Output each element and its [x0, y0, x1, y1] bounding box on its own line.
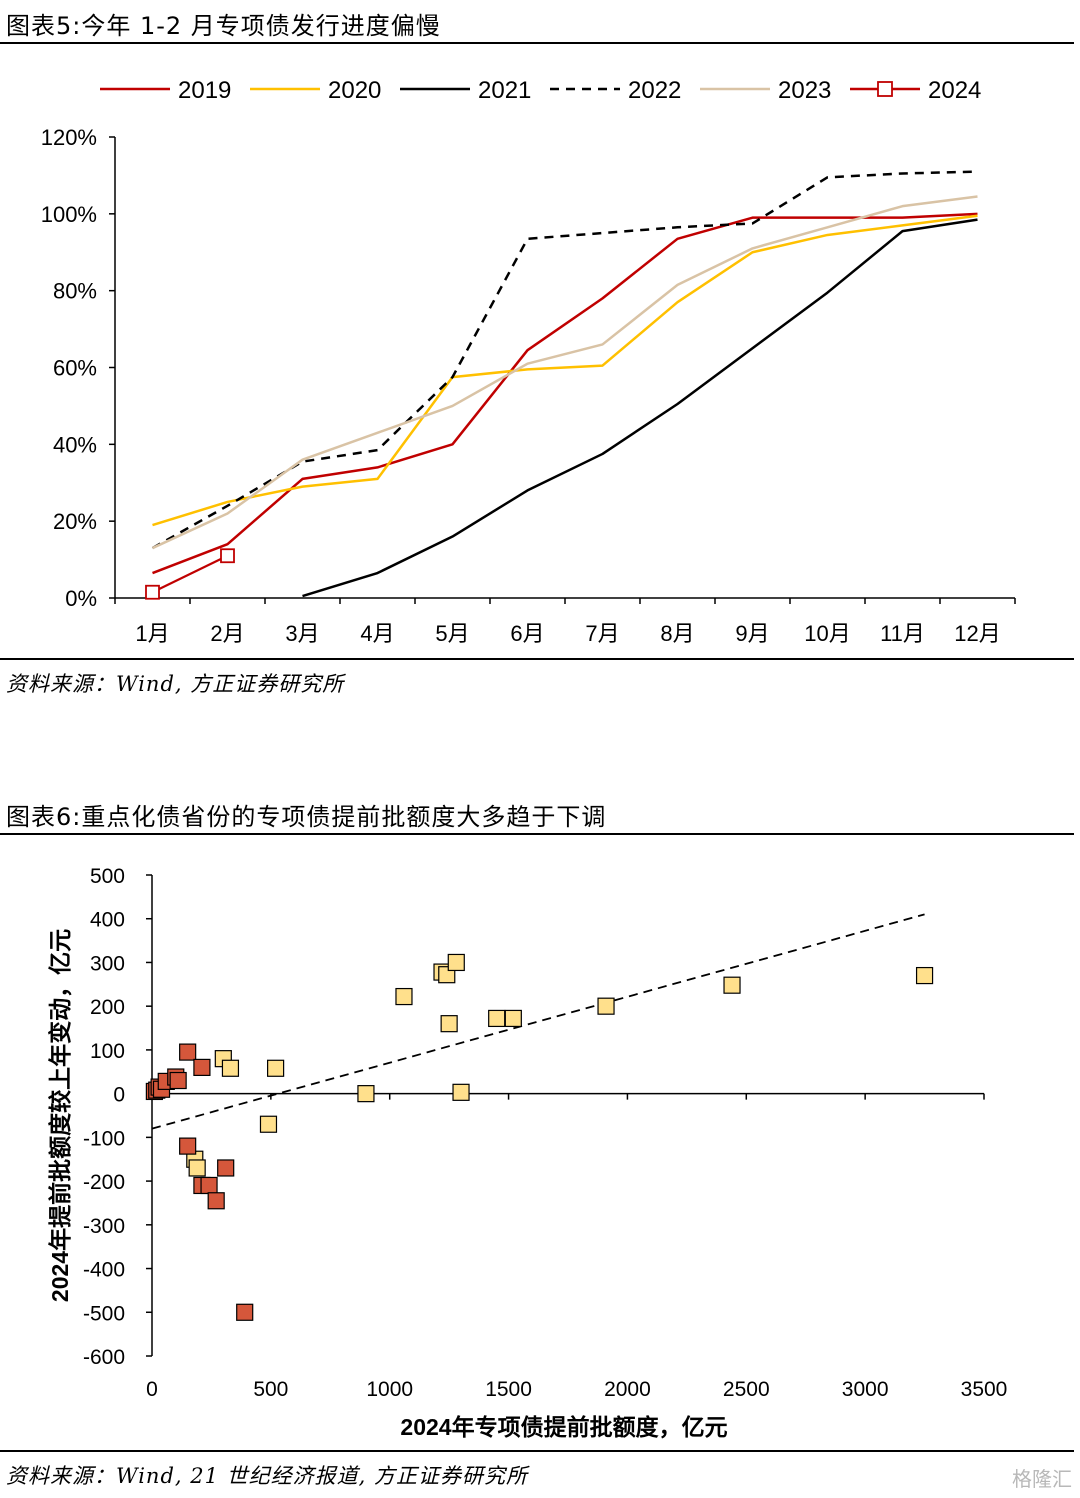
- line-chart: 0% 20% 40% 60% 80% 100% 120% 1月 2月 3月 4月 5月 6月 7月 8月 9月…: [41, 77, 1016, 646]
- y-tick-label: 0%: [65, 586, 97, 611]
- figure5-top-rule: [0, 42, 1074, 44]
- x-tick-label: 3月: [285, 621, 319, 646]
- scatter-point: [452, 1083, 470, 1101]
- series-2024-point: [220, 548, 235, 564]
- x-tick-label: 2000: [604, 1378, 651, 1401]
- scatter-point: [723, 976, 741, 994]
- series-2020-line: [152, 214, 978, 527]
- figure6-source: 资料来源：Wind, 21 世纪经济报道, 方正证券研究所: [6, 1464, 528, 1488]
- figure5-title: 图表5:今年 1-2 月专项债发行进度偏慢: [6, 12, 441, 40]
- y-tick-label: 120%: [41, 125, 97, 150]
- y-tick-label: 0: [113, 1084, 125, 1107]
- trend-line: [151, 913, 925, 1130]
- figure5-bottom-rule: [0, 658, 1074, 660]
- y-tick-label: 40%: [53, 432, 97, 457]
- x-tick-label: 11月: [880, 621, 925, 646]
- x-tick-label: 2月: [210, 621, 244, 646]
- scatter-point: [193, 1058, 211, 1076]
- legend-label: 2023: [778, 77, 831, 104]
- scatter-point: [395, 987, 413, 1006]
- figure6-bottom-rule: [0, 1450, 1074, 1452]
- figure5-source: 资料来源：Wind, 方正证券研究所: [6, 672, 345, 696]
- scatter-chart: 5004003002001000-100-200-300-400-500-600…: [47, 865, 1008, 1440]
- x-tick-label: 1月: [135, 621, 169, 646]
- legend-label: 2022: [628, 77, 681, 104]
- scatter-point: [221, 1059, 240, 1077]
- y-tick-label: 80%: [53, 279, 97, 304]
- scatter-point: [179, 1043, 197, 1061]
- legend-label: 2020: [328, 77, 381, 104]
- x-tick-label: 2500: [723, 1378, 770, 1401]
- scatter-point: [188, 1159, 206, 1177]
- scatter-point: [488, 1009, 506, 1028]
- y-axis-title: 2024年提前批额度较上年变动，亿元: [47, 929, 73, 1302]
- x-tick-label: 5月: [435, 621, 469, 646]
- series-2021-line: [302, 218, 978, 598]
- x-tick-label: 1000: [366, 1378, 413, 1401]
- y-tick-label: 500: [90, 865, 125, 888]
- scatter-point: [179, 1137, 197, 1155]
- scatter-point: [915, 966, 934, 985]
- x-tick-label: 10月: [804, 621, 850, 646]
- series-2019-line: [152, 212, 978, 575]
- scatter-point: [440, 1015, 458, 1033]
- x-tick-label: 8月: [660, 621, 694, 646]
- watermark-text: 格隆汇: [1012, 1467, 1072, 1491]
- y-tick-label: -400: [83, 1259, 125, 1282]
- figure6-top-rule: [0, 833, 1074, 835]
- scatter-point: [236, 1303, 254, 1321]
- y-tick-label: 100: [90, 1040, 125, 1063]
- y-tick-label: 400: [90, 909, 125, 932]
- series-2022-line: [151, 170, 978, 550]
- scatter-point: [207, 1192, 225, 1210]
- series-2023-line: [151, 195, 978, 550]
- legend-label: 2024: [928, 77, 981, 104]
- scatter-point: [200, 1176, 218, 1195]
- scatter-point: [259, 1115, 278, 1133]
- x-tick-label: 6月: [510, 621, 544, 646]
- x-tick-label: 1500: [485, 1378, 532, 1401]
- y-tick-label: 60%: [53, 356, 97, 381]
- y-tick-label: 20%: [53, 509, 97, 534]
- y-tick-label: -500: [83, 1302, 125, 1325]
- y-tick-label: -200: [83, 1171, 125, 1194]
- x-tick-label: 0: [146, 1378, 158, 1401]
- y-tick-label: -300: [83, 1215, 125, 1238]
- x-tick-label: 12月: [954, 621, 1000, 646]
- scatter-point: [447, 953, 465, 972]
- x-tick-label: 9月: [735, 621, 769, 646]
- scatter-point: [217, 1159, 235, 1177]
- series-2024-line: [152, 554, 228, 594]
- scatter-point: [267, 1059, 285, 1077]
- legend-label: 2019: [178, 77, 231, 104]
- scatter-point: [357, 1085, 375, 1103]
- y-tick-label: 300: [90, 952, 125, 975]
- x-axis-title: 2024年专项债提前批额度，亿元: [400, 1414, 727, 1440]
- legend-marker: [877, 81, 893, 97]
- legend-label: 2021: [478, 77, 531, 104]
- series-2024-point: [145, 584, 160, 600]
- figure6-title: 图表6:重点化债省份的专项债提前批额度大多趋于下调: [6, 803, 607, 831]
- y-tick-label: 100%: [41, 202, 97, 227]
- scatter-point: [169, 1071, 187, 1090]
- x-tick-label: 4月: [360, 621, 394, 646]
- y-tick-label: -600: [83, 1346, 125, 1369]
- y-tick-label: -100: [83, 1127, 125, 1150]
- x-tick-label: 7月: [585, 621, 619, 646]
- x-tick-label: 3000: [842, 1378, 889, 1401]
- y-tick-label: 200: [90, 996, 125, 1019]
- x-tick-label: 3500: [961, 1378, 1008, 1401]
- scatter-point: [504, 1009, 522, 1028]
- x-tick-label: 500: [253, 1378, 288, 1401]
- scatter-point: [597, 997, 615, 1015]
